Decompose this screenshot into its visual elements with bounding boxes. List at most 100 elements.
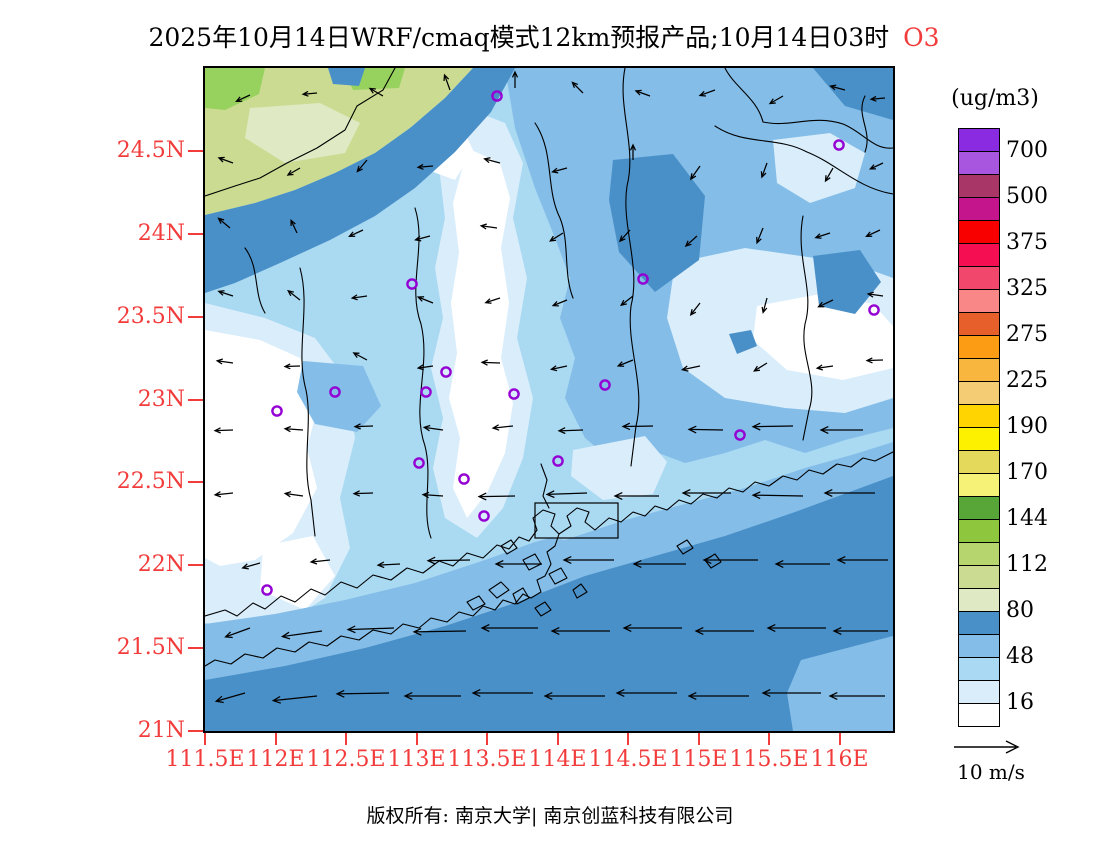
colorbar-cell [959, 221, 999, 244]
colorbar-cell [959, 152, 999, 175]
station-marker [868, 304, 880, 316]
wind-arrow [761, 297, 768, 314]
wind-arrow [760, 162, 768, 179]
colorbar-cell [959, 451, 999, 474]
wind-arrow [479, 223, 498, 230]
station-marker [637, 273, 649, 285]
wind-arrow [286, 167, 301, 176]
wind-arrow [865, 229, 881, 237]
wind-arrow [702, 556, 758, 564]
x-tick-mark [768, 733, 770, 745]
wind-vector-layer [213, 70, 888, 704]
colorbar-tick-label: 275 [1006, 322, 1048, 347]
wind-arrow [774, 560, 830, 568]
wind-arrow [618, 229, 631, 243]
wind-reference-label: 10 m/s [957, 760, 1025, 784]
wind-arrow [412, 627, 467, 636]
wind-arrow [634, 89, 651, 97]
wind-arrow [761, 689, 821, 697]
wind-arrow [819, 426, 863, 434]
forecast-map [203, 66, 895, 733]
wind-arrow [629, 143, 637, 160]
contour-steel-notch [328, 68, 365, 86]
coastline [205, 451, 893, 667]
colorbar-cell [959, 244, 999, 267]
wind-arrow [309, 558, 331, 565]
wind-arrow [421, 491, 444, 499]
contour-steel-ne2 [813, 250, 881, 314]
wind-arrow [549, 365, 568, 372]
wind-arrow [271, 695, 318, 704]
y-tick-mark [188, 315, 203, 318]
y-tick-label: 23N [137, 386, 185, 412]
colorbar-tick-label: 80 [1006, 598, 1034, 623]
wind-arrow [865, 357, 884, 364]
colorbar-unit-label: (ug/m3) [951, 86, 1039, 111]
wind-arrow [817, 299, 834, 308]
x-tick-mark [627, 733, 629, 745]
wind-arrow [215, 358, 234, 365]
colorbar-cell [959, 543, 999, 566]
wind-arrow [698, 89, 716, 97]
wind-arrow [348, 229, 364, 237]
station-marker [478, 510, 490, 522]
colorbar-cell [959, 589, 999, 612]
wind-arrow [545, 490, 588, 499]
wind-arrow [571, 81, 584, 94]
wind-arrow [416, 163, 434, 170]
wind-arrow [494, 560, 542, 568]
wind-arrow [551, 299, 568, 307]
wind-arrow [416, 364, 434, 371]
wind-arrow [551, 167, 568, 174]
wind-arrow [471, 689, 533, 697]
contour-pale-ne [773, 133, 865, 203]
x-tick-mark [274, 733, 277, 745]
station-marker [329, 386, 341, 398]
wind-arrow [352, 490, 374, 497]
colorbar [958, 128, 1000, 727]
wind-arrow [557, 427, 584, 435]
y-tick-label: 24N [137, 220, 185, 246]
colorbar-tick-label: 375 [1006, 230, 1048, 255]
wind-arrow [815, 364, 834, 371]
wind-arrow [368, 87, 384, 97]
wind-arrow [352, 352, 368, 361]
wind-arrow [213, 427, 234, 434]
x-tick-label: 112E [246, 747, 305, 772]
wind-arrow [403, 692, 461, 700]
x-tick-label: 113E [387, 747, 446, 772]
wind-arrow [869, 95, 886, 102]
wind-arrow [829, 84, 846, 91]
wind-arrow [689, 302, 701, 316]
wind-arrow [620, 295, 634, 307]
colorbar-cell [959, 359, 999, 382]
colorbar-tick-label: 500 [1006, 184, 1048, 209]
colorbar-cell [959, 129, 999, 152]
wind-arrow [416, 296, 434, 304]
x-tick-label: 112.5E [306, 747, 386, 772]
contour-green-bright1 [205, 68, 265, 110]
wind-arrow [549, 232, 564, 242]
x-tick-label: 116E [810, 747, 869, 772]
contour-green-pale [245, 103, 360, 163]
y-tick-mark [188, 232, 203, 235]
sea-corner-light [787, 636, 893, 731]
x-tick-label: 114E [528, 747, 587, 772]
y-tick-mark [188, 564, 203, 567]
colorbar-cell [959, 474, 999, 497]
wind-arrow [828, 692, 885, 700]
colorbar-tick-label: 190 [1006, 414, 1048, 439]
wind-arrow [753, 362, 768, 372]
wind-arrow [694, 627, 754, 635]
y-tick-mark [188, 481, 203, 484]
colorbar-cell [959, 382, 999, 405]
colorbar-cell [959, 267, 999, 290]
wind-arrow [217, 290, 234, 297]
colorbar-cell [959, 658, 999, 681]
wind-arrow [283, 491, 304, 498]
colorbar-cell [959, 681, 999, 704]
x-tick-mark [697, 733, 700, 745]
x-tick-label: 114.5E [588, 747, 668, 772]
contour-steel-ne1 [609, 154, 705, 292]
wind-arrow [613, 492, 659, 500]
